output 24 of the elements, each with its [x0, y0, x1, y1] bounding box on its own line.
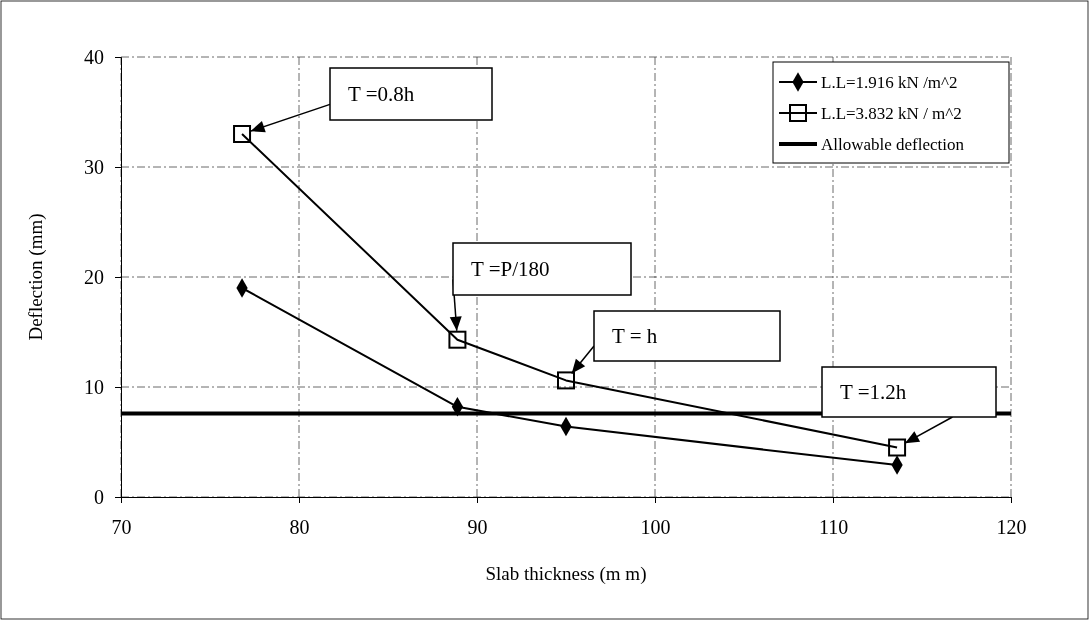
- x-axis-title: Slab thickness (m m): [485, 563, 647, 585]
- x-tick-label: 120: [996, 516, 1027, 538]
- x-tick-label: 80: [289, 516, 310, 538]
- y-tick-label: 10: [84, 375, 104, 398]
- y-tick-label: 40: [84, 45, 104, 68]
- annotation: T =0.8h: [348, 82, 415, 106]
- point: [557, 371, 575, 390]
- y-tick-label: 20: [84, 265, 104, 288]
- x-tick-label: 100: [640, 516, 671, 538]
- point: [448, 330, 467, 349]
- legend-label: L.L=3.832 kN / m^2: [821, 104, 962, 123]
- annotation: T =P/180: [471, 257, 550, 281]
- x-tick-label: 90: [467, 516, 488, 538]
- y-tick-label: 30: [84, 155, 104, 178]
- point: [888, 438, 907, 457]
- x-tick-label: 110: [818, 516, 849, 538]
- annotation: T = h: [612, 324, 658, 348]
- x-tick-label: 70: [111, 516, 132, 538]
- y-axis-title: Deflection (mm): [25, 213, 47, 341]
- legend-label: L.L=1.916 kN /m^2: [821, 73, 958, 92]
- y-tick-label: 0: [94, 485, 104, 508]
- legend-label: Allowable deflection: [821, 135, 965, 154]
- annotation: T =1.2h: [840, 380, 907, 404]
- point: [233, 125, 252, 143]
